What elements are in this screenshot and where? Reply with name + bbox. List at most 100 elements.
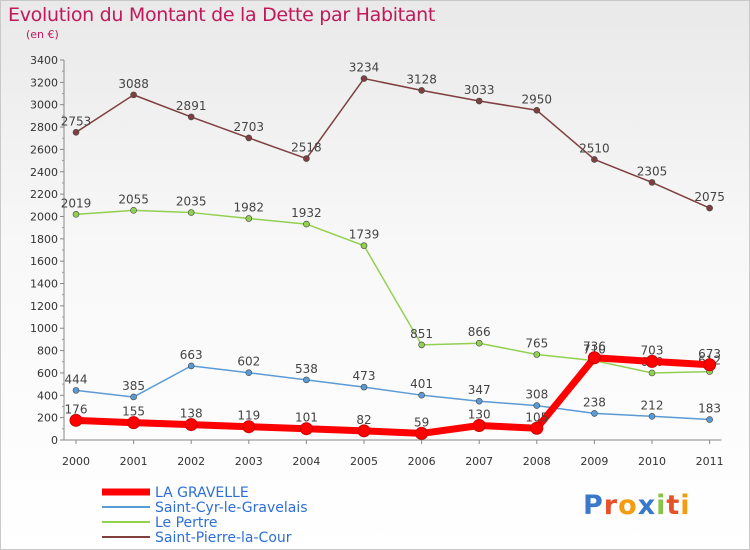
data-point [299,422,313,436]
data-label: 138 [180,407,203,421]
y-tick-label: 200 [37,412,58,425]
data-label: 2035 [176,195,207,209]
data-label: 82 [356,413,371,427]
data-label: 444 [65,372,88,386]
data-label: 663 [180,348,203,362]
data-point [648,369,656,377]
data-point [475,339,483,347]
data-point [187,209,195,216]
y-tick-label: 0 [51,434,58,447]
data-label: 1739 [349,228,380,242]
data-label: 238 [583,395,606,409]
data-point [648,179,656,186]
data-label: 2055 [118,192,149,206]
x-tick-label: 2009 [580,455,608,468]
data-label: 3033 [464,83,495,97]
data-label: 851 [410,327,433,341]
y-tick-label: 3200 [30,76,58,89]
data-point [303,376,310,384]
data-label: 710 [583,343,606,357]
y-tick-label: 800 [37,345,58,358]
data-point [533,402,541,409]
x-tick-label: 2007 [465,455,493,468]
data-point [245,369,253,377]
x-tick-label: 2001 [120,455,148,468]
series-line [75,209,711,374]
y-tick-label: 1600 [30,255,58,268]
data-label: 183 [698,402,721,416]
data-label: 2305 [637,164,668,178]
y-tick-label: 2400 [30,166,58,179]
y-tick-label: 1200 [30,300,58,313]
data-point [245,215,253,222]
y-tick-label: 1000 [30,322,58,335]
data-point [130,393,137,401]
data-point [130,91,137,99]
data-label: 1932 [291,206,322,220]
data-point [475,397,483,405]
data-label: 3234 [349,61,380,75]
data-point [591,156,598,163]
data-label: 2019 [61,196,92,210]
data-point [184,418,198,432]
series-line [75,77,711,209]
data-label: 347 [468,383,491,397]
data-point [72,129,80,136]
data-label: 101 [295,411,318,425]
data-point [127,416,141,430]
data-point [242,420,256,434]
data-point [591,410,598,417]
data-label: 155 [122,405,145,419]
y-tick-label: 2800 [30,121,58,134]
x-tick-label: 2008 [523,455,551,468]
data-point [418,391,425,399]
x-tick-label: 2000 [62,455,90,468]
data-point [645,354,659,368]
y-tick-label: 1400 [30,278,58,291]
y-tick-label: 2200 [30,188,58,201]
x-tick-label: 2006 [408,455,436,468]
chart-title: Evolution du Montant de la Dette par Hab… [8,4,436,26]
legend-label: LA GRAVELLE [155,485,249,501]
data-label: 119 [237,409,260,423]
data-point [360,242,368,249]
data-point [303,155,310,162]
chart-unit-label: (en €) [26,28,59,41]
x-tick-label: 2003 [235,455,263,468]
data-label: 3128 [406,72,437,86]
data-label: 2510 [579,141,610,155]
data-label: 401 [410,377,433,391]
data-point [245,134,253,142]
data-point [530,421,544,435]
data-point [415,426,429,440]
y-tick-label: 3000 [30,99,58,112]
data-label: 176 [65,402,88,416]
data-label: 765 [525,337,548,351]
data-label: 2703 [234,120,265,134]
data-label: 866 [468,325,491,339]
data-label: 385 [122,379,145,393]
data-label: 2075 [694,190,725,204]
legend-label: Saint-Pierre-la-Cour [155,530,292,546]
data-point [706,204,713,212]
x-tick-label: 2010 [638,455,666,468]
series-line [75,365,711,421]
legend-label: Saint-Cyr-le-Gravelais [155,500,308,516]
data-label: 59 [414,415,429,429]
y-tick-label: 2000 [30,210,58,223]
y-tick-label: 1800 [30,233,58,246]
x-tick-label: 2004 [292,455,320,468]
y-tick-label: 600 [37,367,58,380]
data-label: 602 [237,355,260,369]
data-point [648,413,656,420]
data-point [533,106,541,114]
data-label: 105 [525,410,548,424]
data-label: 212 [641,398,664,412]
y-tick-label: 3400 [30,54,58,67]
data-point [703,358,717,372]
data-point [360,75,368,82]
data-point [706,416,713,423]
data-label: 1982 [234,200,265,214]
data-label: 473 [353,369,376,383]
